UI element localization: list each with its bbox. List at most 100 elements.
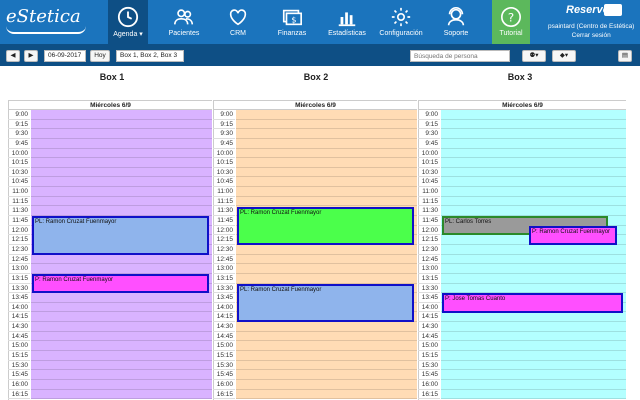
logout-link[interactable]: Cerrar sesión — [571, 32, 611, 39]
time-slot[interactable] — [441, 370, 626, 380]
time-slot[interactable] — [441, 255, 626, 265]
nav-estadisticas[interactable]: Estadísticas — [324, 0, 370, 44]
nav-soporte[interactable]: Soporte — [436, 0, 476, 44]
time-slot[interactable] — [441, 274, 626, 284]
appointment-block[interactable]: P: Ramon Cruzat Fuenmayor — [32, 274, 209, 294]
time-slot[interactable] — [31, 370, 212, 380]
time-slot[interactable] — [441, 149, 626, 159]
time-slot[interactable] — [31, 351, 212, 361]
time-slot[interactable] — [31, 322, 212, 332]
appointment-block[interactable]: P: Ramon Cruzat Fuenmayor — [529, 225, 617, 246]
time-slot[interactable] — [236, 149, 417, 159]
users-filter-button[interactable]: ⚉▾ — [522, 50, 546, 62]
nav-tutorial[interactable]: ? Tutorial — [492, 0, 530, 44]
tag-filter-button[interactable]: ◆▾ — [552, 50, 576, 62]
nav-crm[interactable]: CRM — [218, 0, 258, 44]
next-day-button[interactable]: ▶ — [24, 50, 38, 62]
time-slot[interactable] — [236, 370, 417, 380]
box3-grid[interactable] — [441, 110, 626, 400]
time-slot[interactable] — [31, 139, 212, 149]
estetica-logo[interactable]: eStetica — [6, 6, 81, 27]
time-slot[interactable] — [441, 351, 626, 361]
time-slot[interactable] — [31, 120, 212, 130]
time-slot[interactable] — [236, 110, 417, 120]
time-slot[interactable] — [31, 303, 212, 313]
time-slot[interactable] — [441, 206, 626, 217]
prev-day-button[interactable]: ◀ — [6, 50, 20, 62]
time-slot[interactable] — [31, 361, 212, 371]
time-slot[interactable] — [236, 120, 417, 130]
time-slot[interactable] — [441, 380, 626, 390]
nav-pacientes[interactable]: Pacientes — [162, 0, 206, 44]
appointment-block[interactable]: PL: Ramon Cruzat Fuenmayor — [237, 206, 414, 246]
time-slot[interactable] — [441, 129, 626, 139]
time-slot[interactable] — [236, 380, 417, 390]
time-slot[interactable] — [31, 110, 212, 120]
time-slot[interactable] — [31, 197, 212, 207]
time-slot[interactable] — [31, 206, 212, 217]
reservo-brand[interactable]: Reservo — [566, 4, 610, 16]
nav-finanzas[interactable]: $ Finanzas — [270, 0, 314, 44]
time-slot[interactable] — [441, 390, 626, 400]
time-slot[interactable] — [31, 177, 212, 188]
time-slot[interactable] — [236, 168, 417, 178]
time-slot[interactable] — [236, 245, 417, 255]
time-slot[interactable] — [441, 322, 626, 332]
time-slot[interactable] — [441, 264, 626, 274]
time-slot[interactable] — [236, 351, 417, 361]
time-slot[interactable] — [31, 264, 212, 274]
appointment-block[interactable]: PL: Ramon Cruzat Fuenmayor — [32, 216, 209, 255]
time-slot[interactable] — [236, 341, 417, 352]
time-slot[interactable] — [31, 255, 212, 265]
time-slot[interactable] — [441, 245, 626, 255]
person-search-input[interactable] — [410, 50, 510, 62]
time-slot[interactable] — [236, 361, 417, 371]
time-slot[interactable] — [441, 197, 626, 207]
time-slot[interactable] — [441, 312, 626, 323]
nav-agenda[interactable]: Agenda ▾ — [108, 0, 148, 44]
time-slot[interactable] — [236, 158, 417, 168]
print-button[interactable]: ▤ — [618, 50, 632, 62]
time-slot[interactable] — [31, 149, 212, 159]
time-slot[interactable] — [441, 168, 626, 178]
time-slot[interactable] — [441, 110, 626, 120]
time-slot[interactable] — [441, 187, 626, 197]
time-slot[interactable] — [441, 361, 626, 371]
grid-menu-icon[interactable] — [604, 4, 622, 16]
time-slot[interactable] — [236, 197, 417, 207]
time-slot[interactable] — [31, 158, 212, 168]
time-slot[interactable] — [31, 332, 212, 342]
appointment-block[interactable]: PL: Ramon Cruzat Fuenmayor — [237, 283, 414, 323]
time-slot[interactable] — [236, 129, 417, 139]
box2-grid[interactable] — [236, 110, 417, 400]
time-slot[interactable] — [236, 390, 417, 400]
time-slot[interactable] — [236, 322, 417, 332]
time-slot[interactable] — [236, 274, 417, 284]
time-slot[interactable] — [441, 158, 626, 168]
time-slot[interactable] — [441, 177, 626, 188]
time-slot[interactable] — [441, 341, 626, 352]
time-slot[interactable] — [441, 332, 626, 342]
nav-configuracion[interactable]: Configuración — [378, 0, 424, 44]
box-select[interactable]: Box 1, Box 2, Box 3 — [116, 50, 184, 62]
time-slot[interactable] — [236, 139, 417, 149]
time-slot[interactable] — [236, 264, 417, 274]
time-slot[interactable] — [441, 120, 626, 130]
time-slot[interactable] — [31, 168, 212, 178]
time-slot[interactable] — [441, 284, 626, 294]
time-slot[interactable] — [31, 341, 212, 352]
today-button[interactable]: Hoy — [90, 50, 110, 62]
time-slot[interactable] — [31, 187, 212, 197]
date-input[interactable]: 06-09-2017 — [44, 50, 86, 62]
time-slot[interactable] — [236, 332, 417, 342]
time-slot[interactable] — [31, 380, 212, 390]
time-slot[interactable] — [31, 312, 212, 323]
time-slot[interactable] — [31, 293, 212, 303]
time-slot[interactable] — [441, 139, 626, 149]
time-slot[interactable] — [236, 187, 417, 197]
time-slot[interactable] — [236, 255, 417, 265]
time-slot[interactable] — [236, 177, 417, 188]
time-slot[interactable] — [31, 129, 212, 139]
time-slot[interactable] — [31, 390, 212, 400]
appointment-block[interactable]: P: Jose Tomas Cuanto — [442, 293, 623, 313]
